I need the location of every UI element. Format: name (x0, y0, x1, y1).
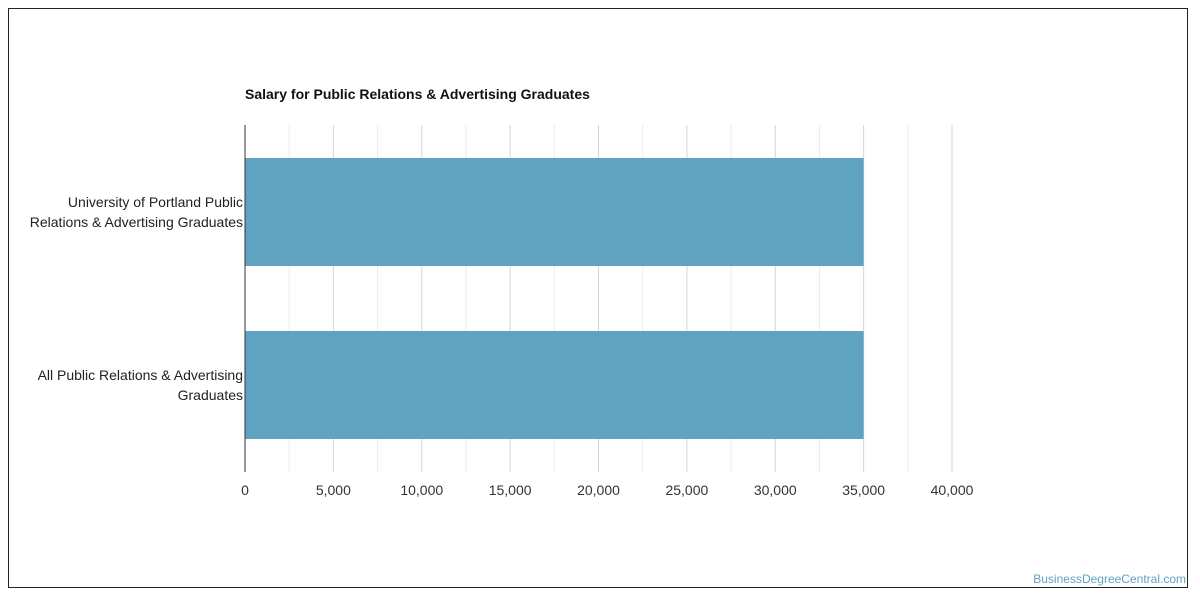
x-tick-label: 25,000 (665, 482, 708, 498)
x-tick-label: 20,000 (577, 482, 620, 498)
category-label: All Public Relations & Advertising Gradua… (38, 367, 243, 403)
bars (245, 158, 864, 439)
x-tick-label: 40,000 (931, 482, 974, 498)
x-tick-label: 5,000 (316, 482, 351, 498)
chart-title: Salary for Public Relations & Advertisin… (245, 86, 590, 102)
x-tick-label: 35,000 (842, 482, 885, 498)
x-tick-label: 10,000 (400, 482, 443, 498)
watermark: BusinessDegreeCentral.com (1033, 572, 1186, 586)
x-axis-tick-labels: 0 5,000 10,000 15,000 20,000 25,000 30,000 35,0… (241, 482, 974, 498)
x-tick-label: 30,000 (754, 482, 797, 498)
bar-2 (245, 331, 864, 439)
bar-1 (245, 158, 864, 266)
x-tick-label: 0 (241, 482, 249, 498)
category-label: University of Portland Public Relations &… (30, 194, 243, 230)
x-tick-label: 15,000 (489, 482, 532, 498)
category-labels: University of Portland Public Relations &… (30, 194, 243, 403)
